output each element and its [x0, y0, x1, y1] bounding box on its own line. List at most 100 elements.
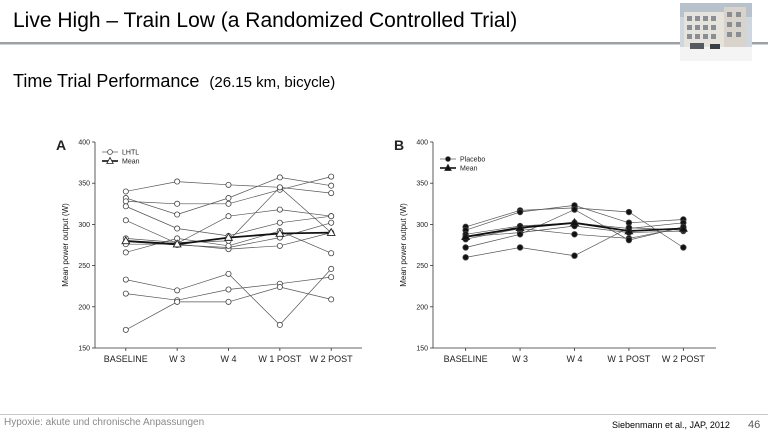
data-point: [174, 287, 181, 294]
mean-point: [678, 223, 688, 232]
title-divider-accent: [0, 44, 768, 45]
mean-point: [461, 231, 471, 241]
footer-divider: [0, 414, 768, 415]
data-point: [462, 254, 469, 261]
x-tick-label: W 3: [512, 354, 528, 364]
data-point: [174, 178, 181, 185]
series-line: [125, 286, 332, 331]
data-point: [276, 321, 283, 328]
x-tick-label: W 4: [566, 354, 582, 364]
data-point: [328, 250, 335, 257]
data-point: [276, 284, 283, 291]
y-tick-label: 200: [78, 304, 90, 311]
mean-point: [624, 226, 634, 235]
citation: Siebenmann et al., JAP, 2012: [612, 420, 730, 430]
data-point: [680, 244, 687, 251]
data-point: [122, 217, 129, 224]
legend-marker: [106, 156, 114, 164]
x-tick-label: W 2 POST: [662, 354, 706, 364]
data-point: [122, 290, 129, 297]
data-point: [174, 298, 181, 305]
data-point: [328, 296, 335, 303]
panel-letter: A: [56, 137, 66, 153]
mean-point: [515, 222, 525, 231]
x-tick-label: W 2 POST: [310, 354, 354, 364]
y-tick-label: 400: [416, 140, 428, 147]
mean-point: [275, 228, 285, 237]
mean-point: [569, 217, 580, 227]
building-photo: [680, 3, 752, 61]
data-point: [625, 208, 633, 216]
data-point: [516, 244, 524, 251]
slide-title: Live High – Train Low (a Randomized Cont…: [13, 9, 518, 32]
title-divider: [0, 42, 768, 44]
data-point: [571, 252, 578, 259]
data-point: [625, 236, 633, 244]
data-point: [462, 244, 469, 251]
y-tick-label: 150: [416, 346, 428, 353]
data-point: [225, 298, 232, 305]
data-point: [276, 242, 283, 249]
y-tick-label: 250: [416, 263, 428, 270]
panel-letter: B: [394, 137, 404, 153]
y-tick-label: 200: [416, 304, 428, 311]
data-point: [225, 242, 232, 249]
mean-point: [121, 235, 131, 245]
data-point: [225, 195, 232, 202]
data-point: [328, 190, 335, 197]
data-point: [516, 231, 524, 238]
data-point: [174, 225, 181, 232]
subtitle-detail: (26.15 km, bicycle): [209, 74, 336, 91]
legend-marker: [107, 149, 113, 155]
legend-label: LHTL: [122, 150, 139, 157]
x-tick-label: W 4: [220, 354, 236, 364]
data-point: [328, 173, 335, 180]
data-point: [122, 276, 129, 283]
data-point: [328, 265, 335, 272]
data-point: [225, 200, 232, 207]
chart-panel-b: 150 200 250 300 350 400 BASELINE W 3 W 4 W 1 POST…: [394, 137, 716, 364]
y-tick-label: 400: [78, 140, 90, 147]
y-axis-label: Mean power output (W): [61, 203, 70, 287]
legend-label: Mean: [460, 166, 478, 173]
data-point: [276, 184, 283, 191]
chart-panel-a: 150 200 250 300 350 400 BASELINE W 3 W 4 W 1 POST…: [56, 137, 362, 364]
data-point: [122, 203, 129, 210]
footer-course-name: Hypoxie: akute und chronische Anpassunge…: [4, 417, 205, 428]
y-tick-label: 300: [78, 222, 90, 229]
data-point: [174, 200, 181, 207]
data-point: [225, 181, 232, 188]
data-point: [225, 270, 232, 277]
legend-label: Mean: [122, 159, 140, 166]
data-point: [328, 182, 335, 189]
data-point: [276, 219, 283, 226]
y-tick-label: 350: [78, 181, 90, 188]
data-point: [122, 249, 129, 256]
data-point: [174, 211, 181, 218]
page-number: 46: [748, 419, 761, 431]
y-tick-label: 150: [78, 346, 90, 353]
data-point: [122, 188, 129, 195]
mean-point: [172, 239, 182, 248]
y-axis-label: Mean power output (W): [399, 203, 408, 287]
slide-subtitle: Time Trial Performance (26.15 km, bicycle…: [13, 71, 335, 92]
x-tick-label: BASELINE: [104, 354, 148, 364]
x-tick-label: W 1 POST: [258, 354, 302, 364]
y-tick-label: 250: [78, 263, 90, 270]
data-point: [122, 326, 129, 333]
y-tick-label: 300: [416, 222, 428, 229]
subtitle-main: Time Trial Performance: [13, 71, 200, 91]
data-point: [276, 206, 283, 213]
data-point: [225, 286, 232, 293]
x-tick-label: BASELINE: [444, 354, 488, 364]
x-tick-label: W 1 POST: [607, 354, 651, 364]
data-point: [225, 213, 232, 220]
series-line: [125, 268, 332, 326]
data-point: [122, 198, 129, 205]
legend-marker: [445, 156, 451, 162]
data-point: [328, 219, 335, 226]
y-tick-label: 350: [416, 181, 428, 188]
x-tick-label: W 3: [169, 354, 185, 364]
mean-point: [223, 232, 234, 241]
